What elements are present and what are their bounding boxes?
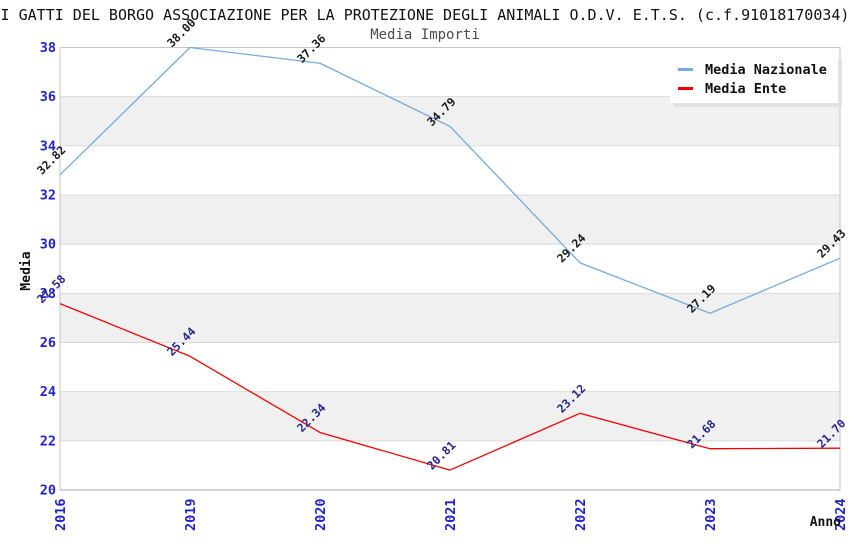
chart-legend: Media Nazionale Media Ente	[670, 55, 838, 103]
legend-item-media-ente: Media Ente	[676, 79, 832, 98]
y-tick-label: 36	[40, 89, 56, 105]
x-tick-label: 2024	[833, 498, 849, 531]
grid-band	[60, 293, 840, 343]
x-tick-label: 2020	[313, 498, 329, 531]
x-tick-label: 2023	[703, 498, 719, 531]
grid-band	[60, 96, 840, 146]
y-tick-label: 32	[40, 188, 56, 204]
media-nazionale-line-icon	[678, 68, 693, 71]
chart-title: I GATTI DEL BORGO ASSOCIAZIONE PER LA PR…	[0, 6, 850, 24]
y-tick-label: 34	[40, 138, 56, 154]
y-tick-label: 30	[40, 237, 56, 253]
value-label-media-nazionale: 38.00	[164, 16, 198, 50]
chart-subtitle: Media Importi	[370, 27, 480, 43]
legend-item-media-nazionale: Media Nazionale	[676, 60, 832, 79]
x-tick-label: 2022	[573, 498, 589, 531]
y-tick-label: 38	[40, 40, 56, 56]
y-axis-title: Media	[19, 251, 34, 290]
x-axis-title: Anno	[810, 515, 841, 530]
y-tick-label: 20	[40, 483, 56, 499]
x-tick-label: 2016	[53, 498, 69, 531]
y-tick-label: 22	[40, 433, 56, 449]
y-tick-label: 26	[40, 335, 56, 351]
x-tick-label: 2019	[183, 498, 199, 531]
x-tick-label: 2021	[443, 498, 459, 531]
value-label-media-nazionale: 37.36	[294, 31, 328, 65]
y-tick-label: 28	[40, 286, 56, 302]
line-media-ente	[59, 303, 841, 471]
y-tick-label: 24	[40, 384, 56, 400]
legend-label-media-nazionale: Media Nazionale	[705, 61, 827, 78]
media-ente-line-icon	[678, 87, 693, 90]
line-media-nazionale	[59, 46, 841, 314]
grid-band	[60, 195, 840, 245]
legend-label-media-ente: Media Ente	[705, 80, 787, 97]
grid-band	[60, 391, 840, 441]
